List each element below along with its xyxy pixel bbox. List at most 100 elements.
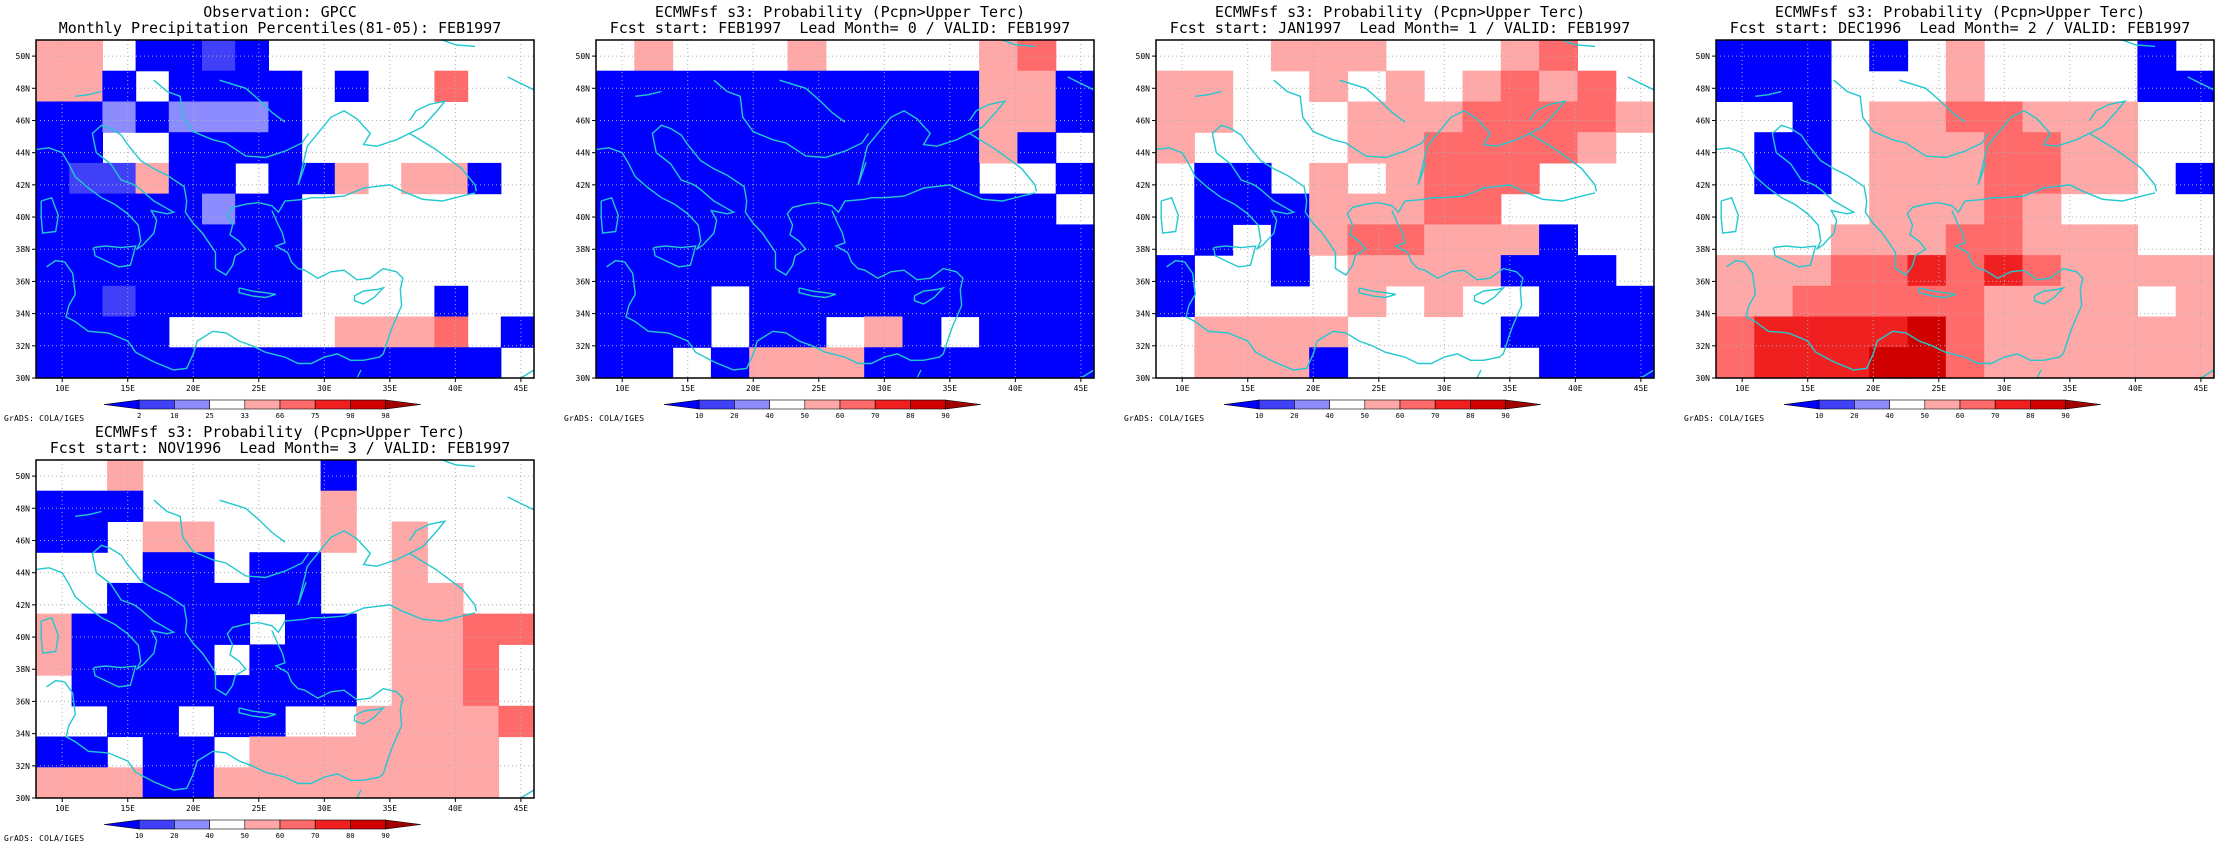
grid-cell [1945,70,1985,102]
grid-cell [102,70,137,102]
coastline [653,245,697,268]
lat-tick-label: 50N [1136,52,1151,61]
grid-cell [427,705,464,738]
lat-tick-label: 44N [16,569,31,578]
grid-cell [320,490,357,522]
grid-cell [1945,162,1985,195]
grid-cell [825,285,865,318]
colorbar-swatch [138,819,175,830]
grid-cell [1347,285,1387,318]
grid-cell [401,347,435,379]
grid-cell [1309,70,1349,102]
grid-cell [2175,70,2215,102]
colorbar-swatch [734,399,770,410]
coastlines [35,459,535,799]
grid-cell [142,644,179,676]
grid-cell [2022,347,2062,379]
grid-cell [427,613,464,645]
grid-cell [168,224,203,256]
coastline [35,124,476,276]
lat-tick-label: 40N [576,213,591,222]
colorbar-label: 20 [730,412,738,420]
grid-cell [1385,193,1425,225]
colorbar-label: 90 [346,412,354,420]
grid-cell [213,767,251,799]
grid-cell [69,224,103,256]
lon-tick-label: 40E [1008,384,1023,393]
grid-cell [391,521,428,553]
colorbar-label: 10 [1815,412,1823,420]
lon-tick-label: 35E [1503,384,1518,393]
grid-cell [2099,132,2138,164]
grid-cell [1577,132,1617,164]
grid-cell [71,613,108,645]
grid-cell [902,316,942,348]
grid-cell [107,644,144,676]
colorbar-label: 66 [276,412,284,420]
grid-cell [1156,70,1195,102]
lat-tick-label: 46N [16,116,31,125]
colorbar-end-low [103,819,140,830]
lon-tick-label: 25E [252,804,267,813]
grid-cell [36,736,73,768]
grid-cell [427,582,464,615]
lat-tick-label: 40N [16,213,31,222]
grid-cell [1500,224,1540,256]
grid-cell [1984,316,2024,348]
grid-cell [825,193,865,225]
colorbar-swatch [244,819,281,830]
grid-cell [979,316,1018,348]
grid-cell [1754,70,1794,102]
shaded-cells [1716,40,2215,379]
coastline [93,665,137,688]
grid-cell [634,70,674,102]
grid-cell [462,736,500,768]
grid-cell [710,224,750,256]
grid-cell [825,132,865,164]
grid-cell [235,224,269,256]
panel-subtitle: Fcst start: FEB1997 Lead Month= 0 / VALI… [609,19,1071,37]
grid-cell [320,521,357,553]
grid-cell [107,675,144,707]
grid-cell [168,285,203,318]
grid-cell [596,255,635,287]
grid-cell [940,162,980,195]
grid-cell [1385,255,1425,287]
colorbar-swatch [279,399,316,410]
grid-cell [672,224,712,256]
grid-cell [391,736,428,768]
grid-cell [268,132,303,164]
grid-cell [1615,285,1655,318]
lat-tick-label: 42N [576,181,591,190]
grid-cell [672,193,712,225]
grid-cell [749,132,789,164]
coastline [1195,90,1222,97]
coastline [35,544,476,696]
grid-cell [401,316,435,348]
grid-cell [1830,224,1870,256]
grid-cell [434,70,469,102]
grid-cell [1055,224,1095,256]
lon-tick-label: 35E [383,804,398,813]
map-panel-obs: Observation: GPCC Monthly Precipitation … [0,0,560,423]
grid-cell [320,644,357,676]
grid-cell [2060,132,2100,164]
lat-tick-label: 38N [1696,245,1711,254]
grid-cell [749,285,789,318]
grid-cell [36,162,70,195]
grid-cell [178,644,215,676]
coastline [595,124,1036,276]
coastline [1002,39,1036,48]
grid-cell [102,224,137,256]
lon-tick-label: 10E [1175,384,1190,393]
lon-tick-label: 10E [615,384,630,393]
grid-cell [249,644,286,676]
grid-cell [864,193,904,225]
grid-cell [672,101,712,133]
colorbar-label: 40 [205,832,213,840]
map-frame [1155,39,1655,379]
grid-cell [710,101,750,133]
coastlines [35,39,535,379]
coastline [1726,210,2084,371]
colorbar-swatch [1364,399,1401,410]
